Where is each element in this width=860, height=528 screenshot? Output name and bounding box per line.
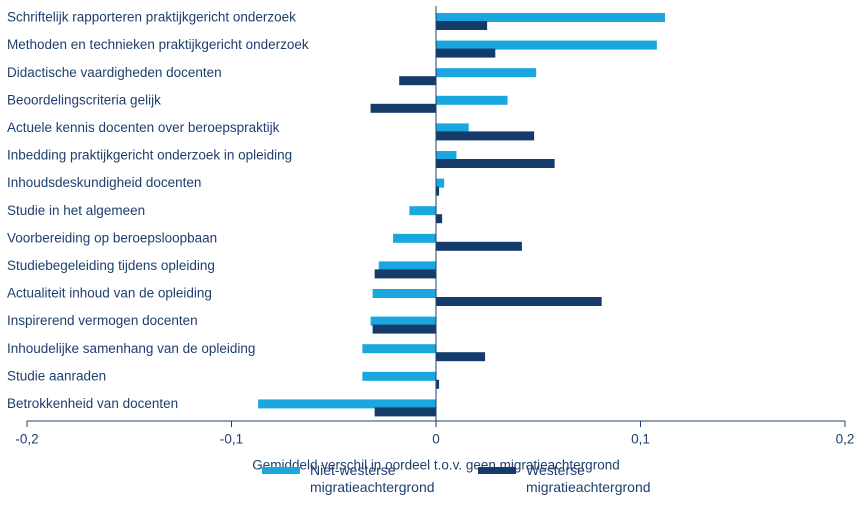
category-label: Studiebegeleiding tijdens opleiding xyxy=(7,258,215,273)
bar xyxy=(436,297,602,306)
x-tick-label: 0,1 xyxy=(631,432,650,447)
bar xyxy=(436,178,445,188)
bar xyxy=(436,151,457,160)
bar xyxy=(436,40,657,50)
bar xyxy=(436,131,535,141)
bar xyxy=(393,233,436,243)
x-tick-label: -0,2 xyxy=(15,432,38,447)
bar xyxy=(374,407,436,417)
bar xyxy=(436,241,522,251)
bar xyxy=(362,371,436,381)
bar xyxy=(370,103,436,113)
legend-swatch xyxy=(262,467,300,474)
bar xyxy=(436,352,486,362)
bar xyxy=(409,206,436,216)
category-label: Betrokkenheid van docenten xyxy=(7,396,178,411)
bar xyxy=(258,399,436,409)
x-axis-title: Gemiddeld verschil in oordeel t.o.v. gee… xyxy=(252,458,619,473)
bar xyxy=(436,379,440,389)
bar xyxy=(436,123,469,133)
category-label: Beoordelingscriteria gelijk xyxy=(7,92,161,107)
bar xyxy=(436,21,488,30)
bar xyxy=(378,261,436,271)
bar xyxy=(370,316,436,326)
bar xyxy=(436,13,666,22)
bar xyxy=(374,269,436,279)
category-label: Inhoudelijke samenhang van de opleiding xyxy=(7,341,255,356)
category-label: Schriftelijk rapporteren praktijkgericht… xyxy=(7,10,296,25)
category-label: Didactische vaardigheden docenten xyxy=(7,65,222,80)
category-label: Actualiteit inhoud van de opleiding xyxy=(7,286,212,301)
legend-label: Niet-westerse migratieachtergrond xyxy=(310,462,435,495)
bar xyxy=(436,95,508,105)
bar xyxy=(436,48,496,58)
category-label: Studie in het algemeen xyxy=(7,203,145,218)
category-label: Studie aanraden xyxy=(7,368,106,383)
bar xyxy=(399,76,436,86)
x-tick-label: 0 xyxy=(432,432,440,447)
x-tick-label: -0,1 xyxy=(220,432,243,447)
legend-item: Niet-westerse migratieachtergrond xyxy=(262,462,460,496)
category-label: Methoden en technieken praktijkgericht o… xyxy=(7,37,309,52)
legend-label: Westerse migratieachtergrond xyxy=(526,462,651,495)
category-label: Inspirerend vermogen docenten xyxy=(7,313,198,328)
category-label: Actuele kennis docenten over beroepsprak… xyxy=(7,120,280,135)
bar xyxy=(372,289,436,298)
bar xyxy=(436,159,555,168)
bar xyxy=(362,344,436,354)
bar xyxy=(436,186,440,196)
x-tick-label: 0,2 xyxy=(836,432,855,447)
legend-item: Westerse migratieachtergrond xyxy=(478,462,676,496)
category-label: Inbedding praktijkgericht onderzoek in o… xyxy=(7,148,292,163)
bar xyxy=(436,68,537,78)
category-label: Inhoudsdeskundigheid docenten xyxy=(7,175,201,190)
bar xyxy=(372,324,436,334)
category-label: Voorbereiding op beroepsloopbaan xyxy=(7,230,217,245)
legend-swatch xyxy=(478,467,516,474)
bar xyxy=(436,214,443,224)
